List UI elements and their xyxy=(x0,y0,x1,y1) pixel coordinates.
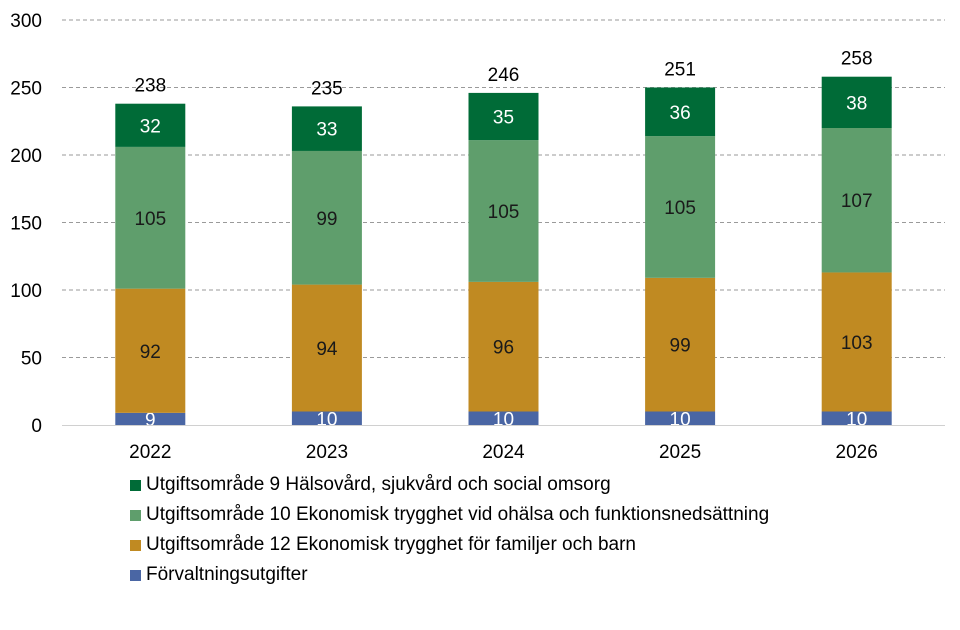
y-tick-label: 200 xyxy=(10,146,42,167)
bar-segment xyxy=(468,281,539,412)
legend-swatch-icon xyxy=(130,569,141,581)
data-label: 35 xyxy=(493,108,514,129)
bar-segment xyxy=(821,411,892,425)
data-label: 99 xyxy=(670,336,691,357)
bar-segment xyxy=(821,272,892,412)
bar-segment xyxy=(468,92,539,141)
data-label: 36 xyxy=(670,103,691,124)
data-label: 9 xyxy=(145,410,156,431)
bar-segment xyxy=(291,150,362,285)
legend-label: Utgiftsområde 10 Ekonomisk trygghet vid … xyxy=(146,504,770,525)
data-label: 107 xyxy=(841,191,873,212)
bar-segment xyxy=(645,136,716,278)
data-label: 10 xyxy=(670,409,691,430)
data-label: 33 xyxy=(316,120,337,141)
x-tick-label: 2022 xyxy=(129,442,171,460)
bars: 9 92 105 32 238 10 94 99 33 235 10 96 105 35 246 10 99 10… xyxy=(115,49,892,431)
bar-segment xyxy=(291,284,362,412)
y-tick-label: 150 xyxy=(10,214,42,235)
data-label: 38 xyxy=(846,93,867,114)
x-tick-label: 2023 xyxy=(306,442,348,460)
total-label: 246 xyxy=(488,65,520,86)
bar-segment xyxy=(468,140,539,282)
data-label: 92 xyxy=(140,342,161,363)
x-axis: 2022 2023 2024 2025 2026 xyxy=(62,425,945,460)
y-tick-label: 0 xyxy=(31,416,42,437)
x-tick-label: 2025 xyxy=(659,442,701,460)
y-tick-label: 250 xyxy=(10,79,42,100)
y-tick-label: 100 xyxy=(10,281,42,302)
legend-item: Utgiftsområde 9 Hälsovård, sjukvård och … xyxy=(130,470,769,500)
legend-swatch-icon xyxy=(130,509,141,521)
data-label: 94 xyxy=(316,339,338,360)
legend-item: Utgiftsområde 10 Ekonomisk trygghet vid … xyxy=(130,500,769,530)
data-label: 99 xyxy=(316,209,337,230)
data-label: 103 xyxy=(841,333,873,354)
stacked-bar-chart: 0 50 100 150 200 250 300 9 92 105 32 238 10 94 99 33 23… xyxy=(10,11,945,460)
total-label: 235 xyxy=(311,78,343,99)
bar-segment xyxy=(821,76,892,128)
y-tick-label: 50 xyxy=(21,349,42,370)
y-axis: 0 50 100 150 200 250 300 xyxy=(10,11,42,437)
data-label: 105 xyxy=(134,209,166,230)
bar-segment xyxy=(291,106,362,151)
legend-swatch-icon xyxy=(130,539,141,551)
total-label: 258 xyxy=(841,49,873,70)
legend: Utgiftsområde 9 Hälsovård, sjukvård och … xyxy=(130,470,769,590)
data-label: 10 xyxy=(316,409,337,430)
total-label: 251 xyxy=(664,60,696,81)
data-label: 10 xyxy=(846,409,867,430)
bar-segment xyxy=(115,288,186,413)
bar-segment xyxy=(468,411,539,425)
bar-segment xyxy=(291,411,362,425)
data-label: 96 xyxy=(493,338,514,359)
bar-segment xyxy=(645,87,716,137)
bar-segment xyxy=(115,103,186,147)
legend-label: Utgiftsområde 9 Hälsovård, sjukvård och … xyxy=(146,474,611,495)
total-label: 238 xyxy=(134,76,166,97)
legend-item: Förvaltningsutgifter xyxy=(130,560,769,590)
data-label: 10 xyxy=(493,409,514,430)
bar-segment xyxy=(645,411,716,425)
x-tick-label: 2026 xyxy=(836,442,878,460)
y-tick-label: 300 xyxy=(10,11,42,32)
legend-item: Utgiftsområde 12 Ekonomisk trygghet för … xyxy=(130,530,769,560)
legend-label: Utgiftsområde 12 Ekonomisk trygghet för … xyxy=(146,534,636,555)
bar-segment xyxy=(115,146,186,289)
bar-segment xyxy=(821,128,892,273)
data-label: 105 xyxy=(488,202,520,223)
bar-segment xyxy=(115,412,186,425)
legend-swatch-icon xyxy=(130,479,141,491)
legend-label: Förvaltningsutgifter xyxy=(146,564,308,585)
data-label: 32 xyxy=(140,116,161,137)
data-label: 105 xyxy=(664,198,696,219)
x-tick-label: 2024 xyxy=(482,442,525,460)
bar-segment xyxy=(645,277,716,412)
